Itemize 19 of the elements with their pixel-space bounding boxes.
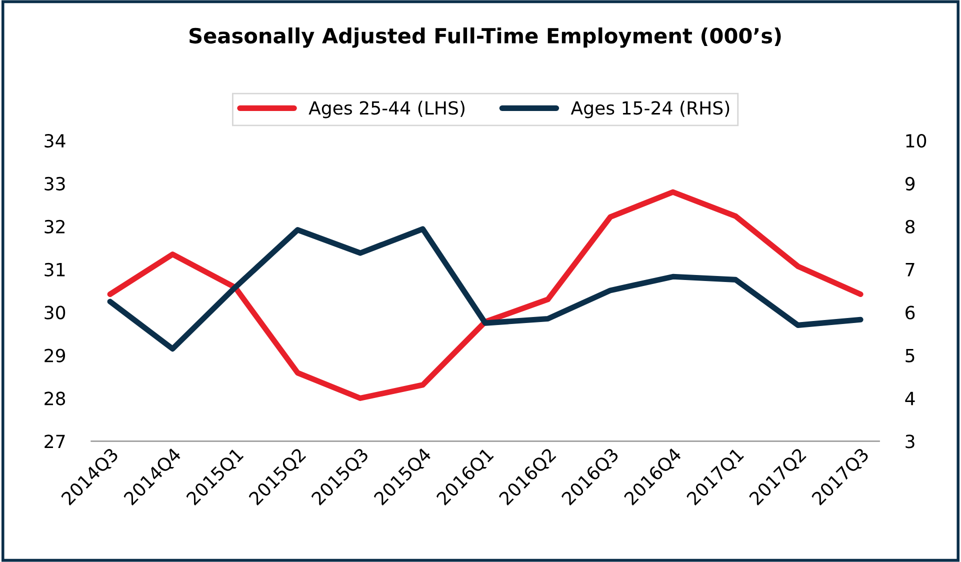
y2-tick-label: 10 — [906, 134, 926, 148]
y-tick-label: 31 — [44, 262, 65, 276]
y-tick-label: 28 — [44, 392, 66, 406]
y2-tick-label: 5 — [906, 348, 914, 362]
y-tick-label: 27 — [44, 434, 65, 448]
y2-tick-label: 4 — [905, 392, 915, 406]
y2-tick-label: 8 — [906, 220, 915, 234]
y2-tick-label: 6 — [906, 306, 915, 320]
y2-tick-label: 3 — [906, 434, 914, 448]
y-tick-label: 32 — [44, 220, 64, 234]
y-tick-label: 34 — [44, 134, 66, 148]
legend-label: Ages 15-24 (RHS) — [570, 100, 730, 118]
chart-title: Seasonally Adjusted Full-Time Employment (000’s) — [190, 27, 781, 48]
y-tick-label: 33 — [44, 176, 65, 191]
y-tick-label: 30 — [44, 306, 66, 320]
y2-tick-label: 9 — [905, 176, 915, 191]
legend-label: Ages 25-44 (LHS) — [308, 100, 464, 118]
y-tick-label: 29 — [44, 348, 66, 362]
y2-tick-label: 7 — [906, 263, 914, 276]
